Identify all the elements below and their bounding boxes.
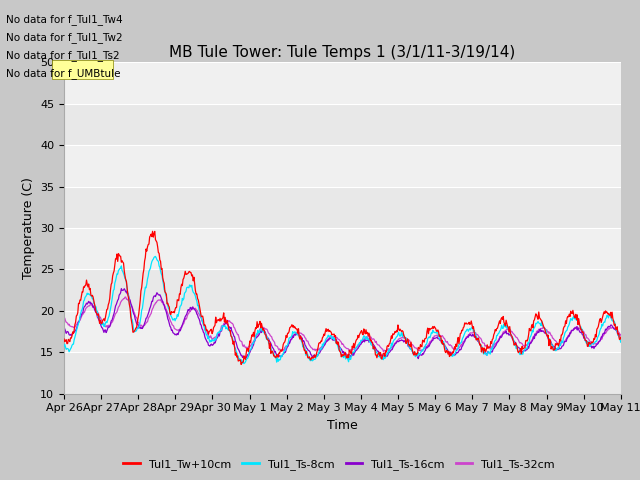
Tul1_Tw+10cm [60,336,68,342]
Tul1_Ts-16cm [401,338,408,344]
Tul1_Ts-32cm [433,333,440,338]
Tul1_Ts-32cm [122,294,129,300]
Tul1_Ts-8cm [152,253,159,259]
Tul1_Ts-32cm [228,321,236,326]
Tul1_Ts-32cm [380,348,387,354]
Tul1_Tw+10cm [617,334,625,340]
Tul1_Ts-8cm [278,354,285,360]
Tul1_Ts-8cm [238,361,246,367]
Tul1_Ts-16cm [118,286,125,291]
Tul1_Tw+10cm [278,348,285,354]
Tul1_Ts-16cm [277,353,285,359]
Tul1_Ts-16cm [126,297,134,303]
Tul1_Ts-8cm [60,343,68,349]
Bar [64,269,621,311]
X-axis label: Time: Time [327,419,358,432]
Tul1_Ts-16cm [60,324,68,329]
Tul1_Ts-16cm [256,329,264,335]
Tul1_Tw+10cm [433,328,440,334]
Tul1_Tw+10cm [401,335,409,340]
Tul1_Ts-8cm [401,335,409,341]
Tul1_Ts-32cm [617,332,625,337]
Line: Tul1_Tw+10cm: Tul1_Tw+10cm [64,231,621,364]
Bar [64,352,621,394]
Tul1_Ts-8cm [125,300,133,306]
Text: No data for f_UMBtule: No data for f_UMBtule [6,68,121,79]
Tul1_Tw+10cm [228,337,236,343]
Tul1_Ts-8cm [257,326,264,332]
Tul1_Ts-8cm [617,339,625,345]
Tul1_Ts-16cm [415,356,422,361]
Tul1_Ts-32cm [256,326,264,332]
Tul1_Tw+10cm [237,361,245,367]
Bar [64,145,621,187]
Tul1_Ts-32cm [126,300,134,306]
Text: No data for f_Tul1_Tw2: No data for f_Tul1_Tw2 [6,32,123,43]
Tul1_Ts-32cm [401,335,409,341]
Line: Tul1_Ts-8cm: Tul1_Ts-8cm [64,256,621,364]
Bar [64,228,621,269]
Bar [64,311,621,352]
Line: Tul1_Ts-16cm: Tul1_Ts-16cm [64,288,621,359]
Legend: Tul1_Tw+10cm, Tul1_Ts-8cm, Tul1_Ts-16cm, Tul1_Ts-32cm: Tul1_Tw+10cm, Tul1_Ts-8cm, Tul1_Ts-16cm,… [119,455,559,474]
Bar [64,104,621,145]
Line: Tul1_Ts-32cm: Tul1_Ts-32cm [64,297,621,351]
Text: No data for f_Tul1_Tw4: No data for f_Tul1_Tw4 [6,13,123,24]
Text: No data for f_Tul1_Ts2: No data for f_Tul1_Ts2 [6,50,120,61]
Tul1_Tw+10cm [125,301,133,307]
Tul1_Ts-32cm [277,348,285,353]
Tul1_Tw+10cm [257,325,264,331]
Bar [64,187,621,228]
Tul1_Ts-8cm [433,330,440,336]
Tul1_Ts-16cm [617,336,625,341]
Y-axis label: Temperature (C): Temperature (C) [22,177,35,279]
Tul1_Ts-16cm [433,335,440,340]
Bar [64,62,621,104]
Tul1_Ts-32cm [60,315,68,321]
Tul1_Ts-16cm [228,329,236,335]
Tul1_Ts-8cm [228,335,236,341]
Title: MB Tule Tower: Tule Temps 1 (3/1/11-3/19/14): MB Tule Tower: Tule Temps 1 (3/1/11-3/19… [169,45,516,60]
Tul1_Tw+10cm [148,228,156,234]
